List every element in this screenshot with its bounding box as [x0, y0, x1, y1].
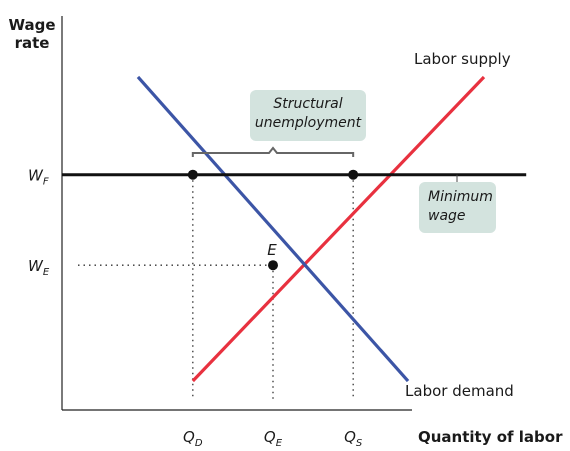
labor-demand-label: Labor demand: [405, 382, 514, 400]
points-group: [187, 169, 359, 271]
minimum-wage-note-text: Minimum: [428, 189, 493, 205]
annotations: Structural unemployment Minimum wage: [191, 90, 496, 233]
y-tick-label-e: WE: [28, 257, 50, 278]
point-1: [187, 169, 198, 180]
point-2: [348, 169, 359, 180]
structural-brace: [191, 146, 355, 157]
minimum-wage-note-box: [419, 182, 496, 233]
series-line-labor-supply: [191, 75, 486, 383]
x-tick-label-d: QD: [183, 428, 203, 449]
point-label-e: E: [267, 241, 277, 259]
series-group: [62, 75, 527, 383]
x-tick-label-s: QS: [344, 428, 363, 449]
minimum-wage-note-text: wage: [428, 208, 466, 224]
structural-note-text: unemployment: [255, 115, 362, 131]
x-tick-label-e: QE: [264, 428, 283, 449]
axes: [61, 16, 412, 411]
structural-note-text: Structural: [273, 96, 342, 112]
labor-supply-label: Labor supply: [414, 50, 511, 68]
x-axis-title: Quantity of labor: [418, 428, 563, 446]
y-tick-label-f: WF: [28, 167, 49, 188]
guide-lines: [78, 174, 354, 400]
y-axis-title: rate: [15, 34, 50, 52]
structural-note-box: [250, 90, 366, 141]
y-axis-title: Wage: [8, 16, 55, 34]
point-E: [268, 260, 278, 271]
series-line-labor-demand: [136, 75, 410, 383]
